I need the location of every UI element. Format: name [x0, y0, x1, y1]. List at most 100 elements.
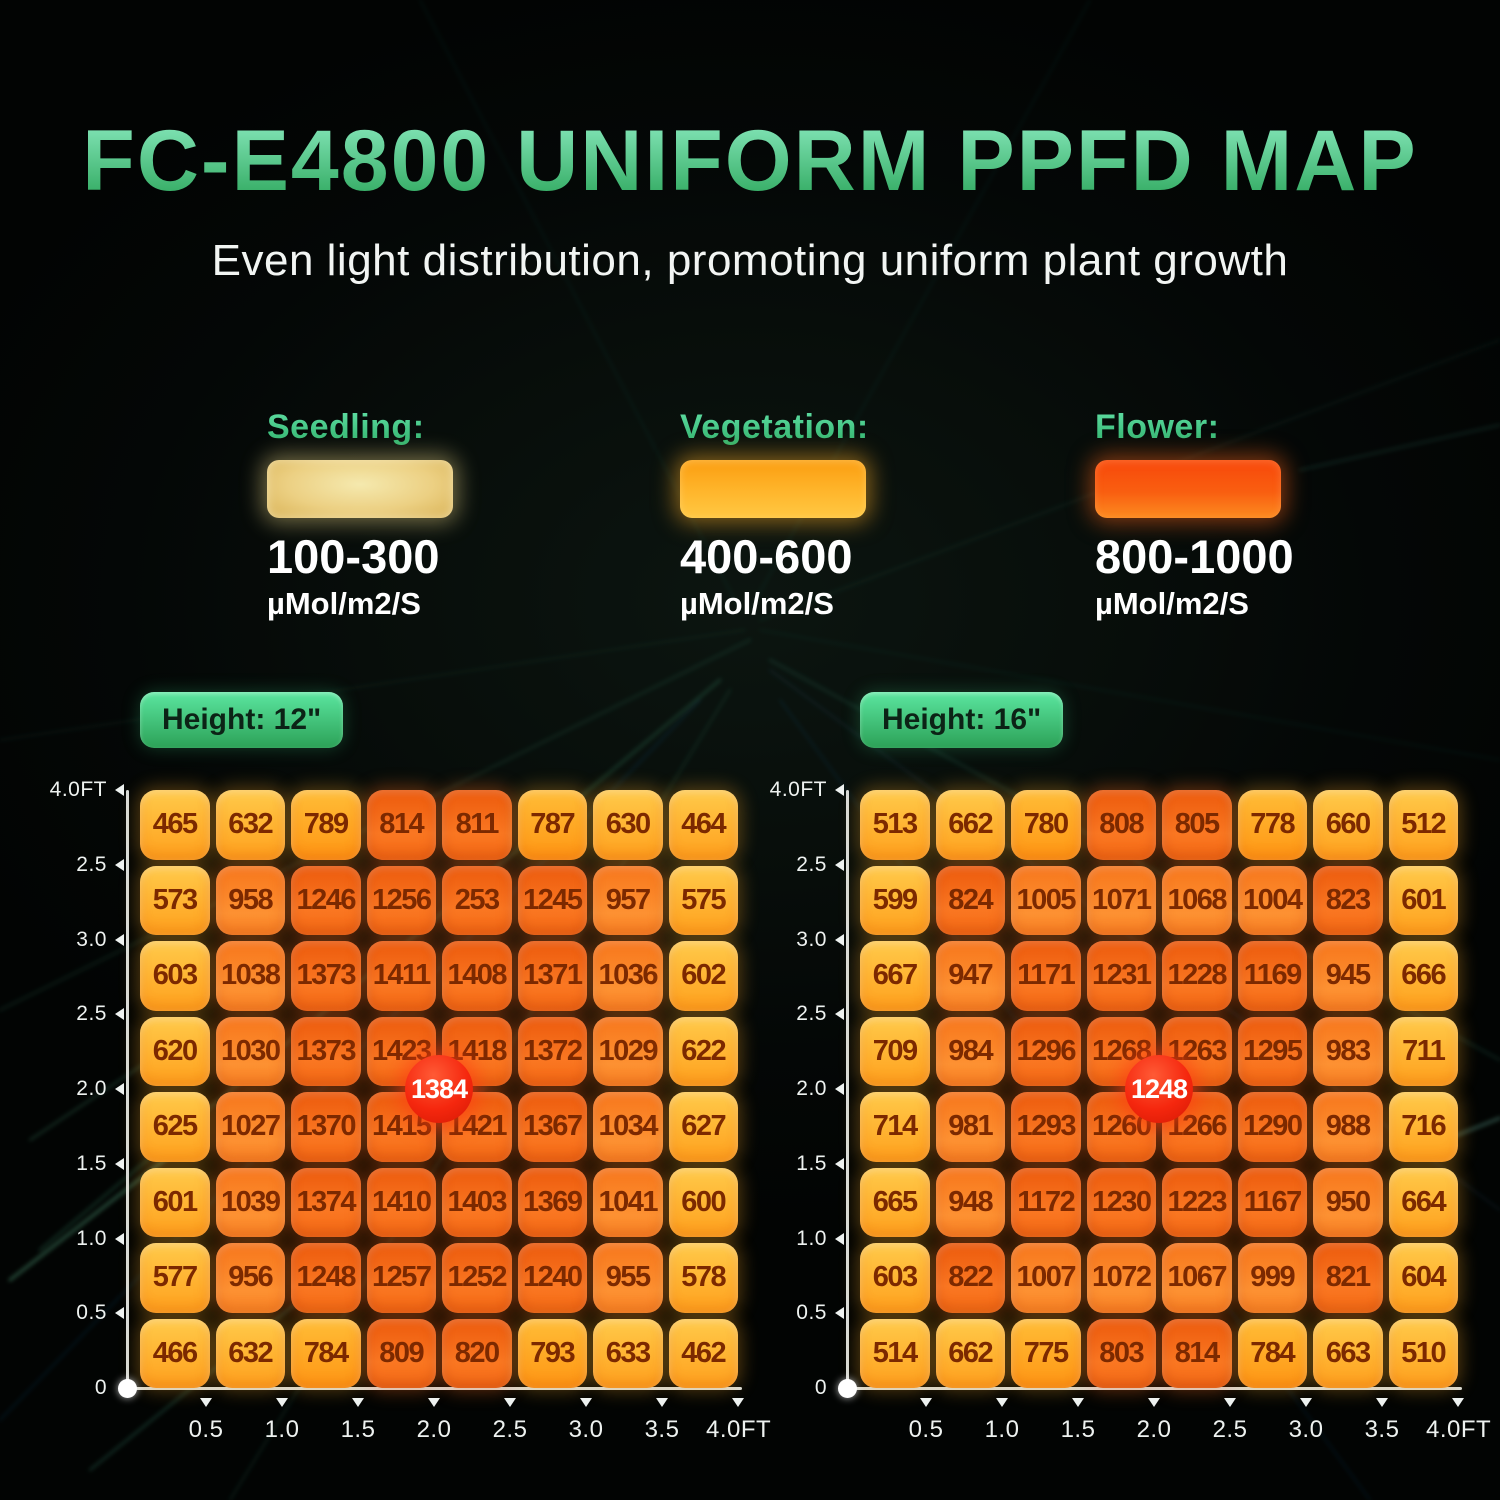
ppfd-cell: 814	[366, 790, 436, 860]
x-tick-icon	[250, 1398, 314, 1407]
y-axis-label-text: 3.0	[796, 927, 827, 951]
x-axis-label: 2.5	[492, 1416, 528, 1443]
ppfd-cell: 660	[1313, 790, 1383, 860]
x-axis-ticks	[894, 1398, 1490, 1407]
ppfd-cell: 1290	[1237, 1092, 1307, 1162]
y-axis-label-text: 1.0	[796, 1226, 827, 1250]
y-axis-label-text: 1.0	[76, 1226, 107, 1250]
flower-swatch-icon	[1095, 460, 1281, 518]
ppfd-cell: 957	[593, 865, 663, 935]
x-axis	[126, 1387, 742, 1390]
ppfd-cell: 601	[1388, 865, 1458, 935]
y-axis-label-text: 0.5	[796, 1301, 827, 1325]
legend: Seedling: 100-300 µMol/m2/S Vegetation: …	[0, 408, 1500, 623]
y-axis-label-text: 2.5	[796, 1002, 827, 1026]
ppfd-cell: 632	[215, 1318, 285, 1388]
ppfd-cell: 1171	[1011, 941, 1081, 1011]
y-tick-icon	[115, 1232, 124, 1245]
ppfd-cell: 575	[668, 865, 738, 935]
peak-value-badge: 1248	[1125, 1055, 1193, 1123]
x-axis-label: 0.5	[188, 1416, 224, 1443]
x-axis-label: 2.5	[1212, 1416, 1248, 1443]
ppfd-cell: 1039	[215, 1167, 285, 1237]
x-tick-icon	[1122, 1398, 1186, 1407]
ppfd-cell: 793	[517, 1318, 587, 1388]
y-axis-labels: 4.0FT 2.5 3.0 2.5 2.0 1.5 1.0 0.5 0	[770, 778, 844, 1400]
ppfd-cell: 1036	[593, 941, 663, 1011]
ppfd-cell: 1245	[517, 865, 587, 935]
ppfd-cell: 664	[1388, 1167, 1458, 1237]
ppfd-cell: 466	[140, 1318, 210, 1388]
legend-label: Vegetation:	[680, 408, 900, 447]
ppfd-cell: 1240	[517, 1243, 587, 1313]
ppfd-cell: 1411	[366, 941, 436, 1011]
y-tick-icon	[835, 933, 844, 946]
x-axis-label: 2.0	[1136, 1416, 1172, 1443]
ppfd-cell: 1252	[442, 1243, 512, 1313]
peak-value-badge: 1384	[405, 1055, 473, 1123]
ppfd-cell: 1410	[366, 1167, 436, 1237]
y-axis-label: 2.5	[780, 1002, 844, 1026]
ppfd-cell: 1266	[1162, 1092, 1232, 1162]
ppfd-cell: 821	[1313, 1243, 1383, 1313]
x-tick-icon	[326, 1398, 390, 1407]
ppfd-cell: 604	[1388, 1243, 1458, 1313]
legend-item-flower: Flower: 800-1000 µMol/m2/S	[1095, 408, 1315, 622]
legend-label: Seedling:	[267, 408, 487, 447]
y-axis-label-text: 2.5	[796, 852, 827, 876]
ppfd-cell: 1296	[1011, 1016, 1081, 1086]
ppfd-cell: 602	[668, 941, 738, 1011]
x-tick-icon	[706, 1398, 770, 1407]
ppfd-cell: 1004	[1237, 865, 1307, 935]
ppfd-cell: 714	[860, 1092, 930, 1162]
ppfd-cell: 809	[366, 1318, 436, 1388]
ppfd-cell: 1067	[1162, 1243, 1232, 1313]
x-axis-label: 4.0FT	[1426, 1416, 1492, 1443]
ppfd-cell: 950	[1313, 1167, 1383, 1237]
header: FC-E4800 UNIFORM PPFD MAP Even light dis…	[0, 116, 1500, 286]
ppfd-cell: 984	[935, 1016, 1005, 1086]
x-axis-label: 2.0	[416, 1416, 452, 1443]
y-axis-label: 0	[60, 1376, 124, 1400]
y-tick-icon	[835, 1232, 844, 1245]
ppfd-cell: 462	[668, 1318, 738, 1388]
y-axis-label-text: 3.0	[76, 927, 107, 951]
ppfd-cell: 630	[593, 790, 663, 860]
ppfd-cell: 1027	[215, 1092, 285, 1162]
ppfd-cell: 947	[935, 941, 1005, 1011]
ppfd-cell: 632	[215, 790, 285, 860]
y-axis-label-text: 2.0	[76, 1077, 107, 1100]
x-axis-label: 1.5	[340, 1416, 376, 1443]
y-tick-icon	[835, 1157, 844, 1170]
ppfd-cell: 1367	[517, 1092, 587, 1162]
ppfd-cell: 1228	[1162, 941, 1232, 1011]
y-axis-label-text: 4.0FT	[769, 778, 827, 801]
ppfd-cell: 814	[1162, 1318, 1232, 1388]
ppfd-cell: 667	[860, 941, 930, 1011]
legend-item-vegetation: Vegetation: 400-600 µMol/m2/S	[680, 408, 900, 622]
y-axis-label-text: 0	[94, 1376, 107, 1399]
y-axis-label: 4.0FT	[50, 778, 124, 802]
y-tick-icon	[115, 933, 124, 946]
ppfd-map-height-12: Height: 12" 4.0FT 2.5 3.0 2.5 2.0 1.5 1.0 0.5 0 …	[50, 688, 772, 1488]
ppfd-cell: 824	[935, 865, 1005, 935]
x-axis-label: 1.0	[984, 1416, 1020, 1443]
ppfd-cell: 1260	[1086, 1092, 1156, 1162]
y-axis-label: 3.0	[780, 928, 844, 952]
x-axis-label: 1.0	[264, 1416, 300, 1443]
y-tick-icon	[835, 1083, 844, 1095]
ppfd-grid: 465 632 789 814 811 787 630 464 573 958 1246 1256 25…	[140, 790, 738, 1388]
ppfd-cell: 1408	[442, 941, 512, 1011]
origin-dot	[118, 1379, 137, 1398]
y-axis-label: 0	[780, 1376, 844, 1400]
ppfd-cell: 513	[860, 790, 930, 860]
ppfd-cell: 1403	[442, 1167, 512, 1237]
ppfd-cell: 464	[668, 790, 738, 860]
ppfd-cell: 1034	[593, 1092, 663, 1162]
legend-range: 100-300	[267, 530, 440, 583]
ppfd-cell: 822	[935, 1243, 1005, 1313]
seedling-swatch-icon	[267, 460, 453, 518]
ppfd-cell: 775	[1011, 1318, 1081, 1388]
ppfd-cell: 1256	[366, 865, 436, 935]
ppfd-cell: 805	[1162, 790, 1232, 860]
